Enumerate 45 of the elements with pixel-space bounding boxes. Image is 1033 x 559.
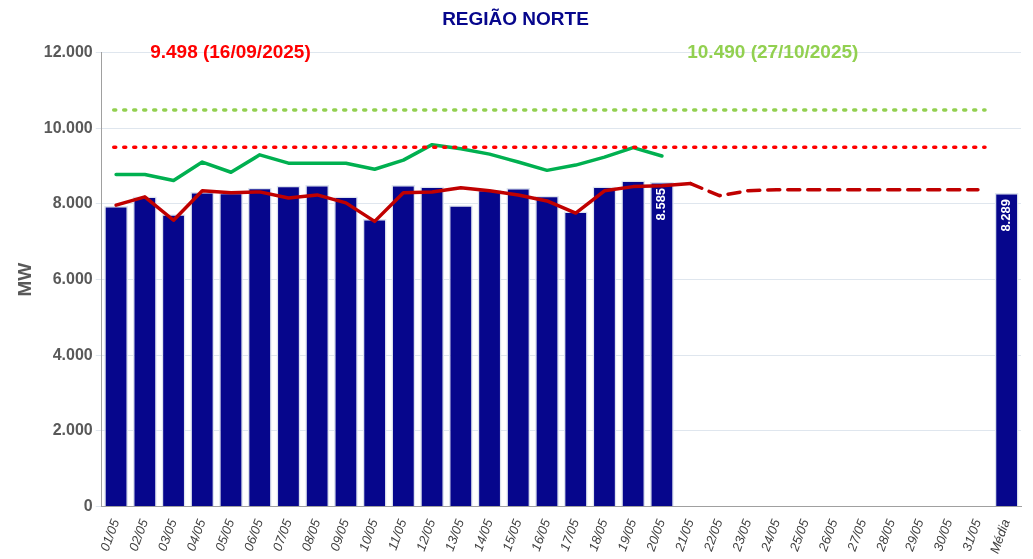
x-tick-label: 14/05: [470, 516, 497, 553]
x-tick-label: 31/05: [958, 516, 985, 553]
x-tick-label: 15/05: [499, 516, 525, 553]
x-tick-label: 05/05: [211, 516, 238, 553]
x-tick-label: 24/05: [757, 516, 784, 554]
x-tick-label: 20/05: [642, 516, 669, 554]
x-tick-label: 16/05: [527, 516, 554, 553]
y-tick-label: 2.000: [52, 421, 93, 439]
x-tick-label: 27/05: [843, 516, 870, 554]
x-tick-label: 18/05: [585, 516, 611, 553]
x-tick-label: 17/05: [556, 516, 583, 553]
x-tick-label: 06/05: [240, 516, 267, 553]
x-tick-label: 08/05: [298, 516, 324, 553]
x-tick-label: 10/05: [355, 516, 382, 553]
x-tick-label: 02/05: [125, 516, 152, 553]
x-tick-label: 12/05: [413, 516, 439, 553]
x-tick-label: 30/05: [930, 516, 956, 553]
x-tick-label: 03/05: [154, 516, 181, 553]
ref-line-label: 10.490 (27/10/2025): [687, 41, 859, 63]
x-tick-label: 09/05: [326, 516, 353, 553]
y-tick-label: 10.000: [43, 118, 93, 136]
x-tick-label: Média: [986, 517, 1013, 556]
x-tick-label: 26/05: [814, 516, 841, 554]
x-tick-label: 29/05: [901, 516, 927, 554]
y-tick-label: 4.000: [52, 345, 93, 363]
x-tick-label: 25/05: [786, 516, 813, 554]
x-tick-label: 01/05: [97, 516, 123, 553]
x-tick-label: 11/05: [384, 516, 410, 552]
data-label: 8.289: [998, 199, 1014, 232]
x-tick-label: 04/05: [183, 516, 209, 553]
ref-line-label: 9.498 (16/09/2025): [150, 41, 311, 63]
x-tick-label: 28/05: [872, 516, 899, 554]
x-tick-label: 13/05: [441, 516, 468, 553]
y-tick-label: 8.000: [52, 194, 93, 212]
x-tick-label: 07/05: [269, 516, 295, 553]
chart-title: REGIÃO NORTE: [442, 7, 589, 29]
y-axis-title: MW: [13, 262, 35, 297]
data-label: 8.585: [653, 187, 669, 221]
x-tick-label: 23/05: [728, 516, 755, 554]
y-tick-label: 6.000: [52, 270, 93, 287]
x-tick-label: 21/05: [671, 516, 698, 554]
x-tick-label: 22/05: [700, 516, 726, 554]
y-tick-label: 0: [83, 496, 93, 514]
y-tick-label: 12.000: [43, 43, 93, 61]
x-tick-label: 19/05: [614, 516, 640, 553]
